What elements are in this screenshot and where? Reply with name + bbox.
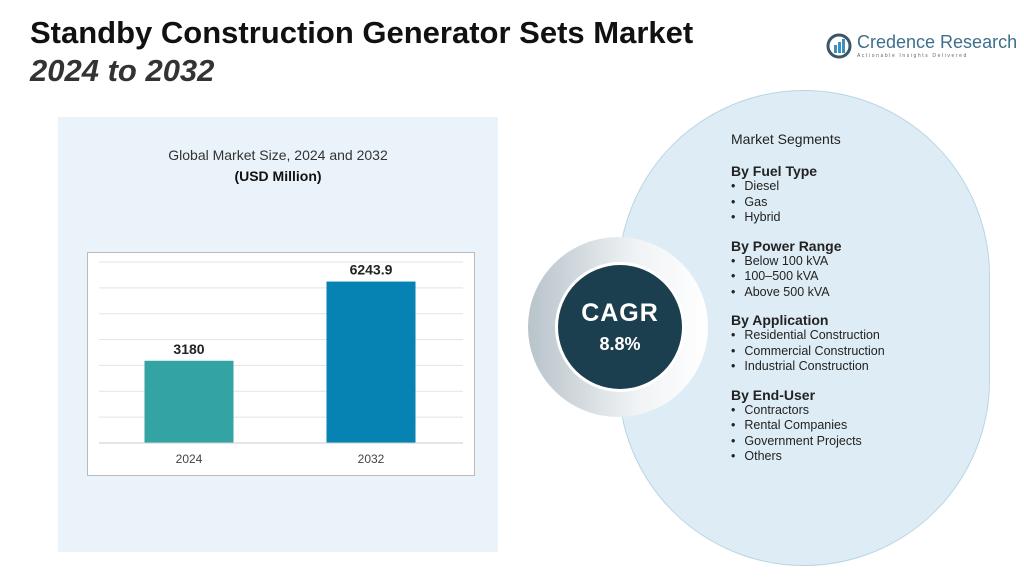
bar-chart: 3180 2024 6243.9 2032: [87, 252, 475, 476]
market-segments: Market Segments By Fuel TypeDieselGasHyb…: [731, 131, 885, 465]
page-title: Standby Construction Generator Sets Mark…: [30, 15, 694, 50]
segment-group-title: By End-User: [731, 386, 816, 403]
segment-group-title: By Fuel Type: [731, 163, 818, 179]
segment-group-title: By Application: [731, 312, 829, 328]
segments-heading: Market Segments: [731, 131, 841, 147]
logo-icon: [826, 33, 852, 58]
bar-2024: [144, 360, 234, 443]
segment-item: Diesel: [731, 179, 885, 195]
segment-item: Above 500 kVA: [731, 285, 885, 301]
logo: Credence Research Actionable Insights De…: [826, 32, 1017, 59]
segment-group-title: By Power Range: [731, 237, 842, 254]
cagr-badge: CAGR 8.8%: [558, 265, 682, 389]
segment-item: Contractors: [731, 403, 885, 419]
segment-item: Commercial Construction: [731, 344, 884, 360]
chart-unit: (USD Million): [234, 168, 322, 184]
segment-item: Industrial Construction: [731, 359, 885, 375]
data-label: 3180: [173, 341, 204, 357]
logo-name: Credence Research: [857, 32, 1018, 52]
segment-item: Residential Construction: [731, 328, 885, 344]
chart-title: Global Market Size, 2024 and 2032: [168, 147, 388, 163]
segment-item: Hybrid: [731, 210, 885, 226]
segment-item: 100–500 kVA: [731, 269, 885, 285]
segment-item: Gas: [731, 195, 885, 211]
segment-item: Rental Companies: [731, 418, 885, 434]
segment-item: Others: [731, 449, 885, 465]
segment-item: Below 100 kVA: [731, 254, 885, 270]
x-tick-label: 2032: [358, 452, 385, 466]
logo-tagline: Actionable Insights Delivered: [857, 53, 968, 59]
data-label: 6243.9: [350, 262, 393, 278]
cagr-value: 8.8%: [599, 334, 641, 354]
page-subtitle: 2024 to 2032: [30, 53, 215, 88]
segment-item: Government Projects: [731, 434, 885, 450]
x-tick-label: 2024: [176, 452, 203, 466]
bar-2032: [326, 281, 416, 443]
cagr-label: CAGR: [581, 299, 659, 327]
